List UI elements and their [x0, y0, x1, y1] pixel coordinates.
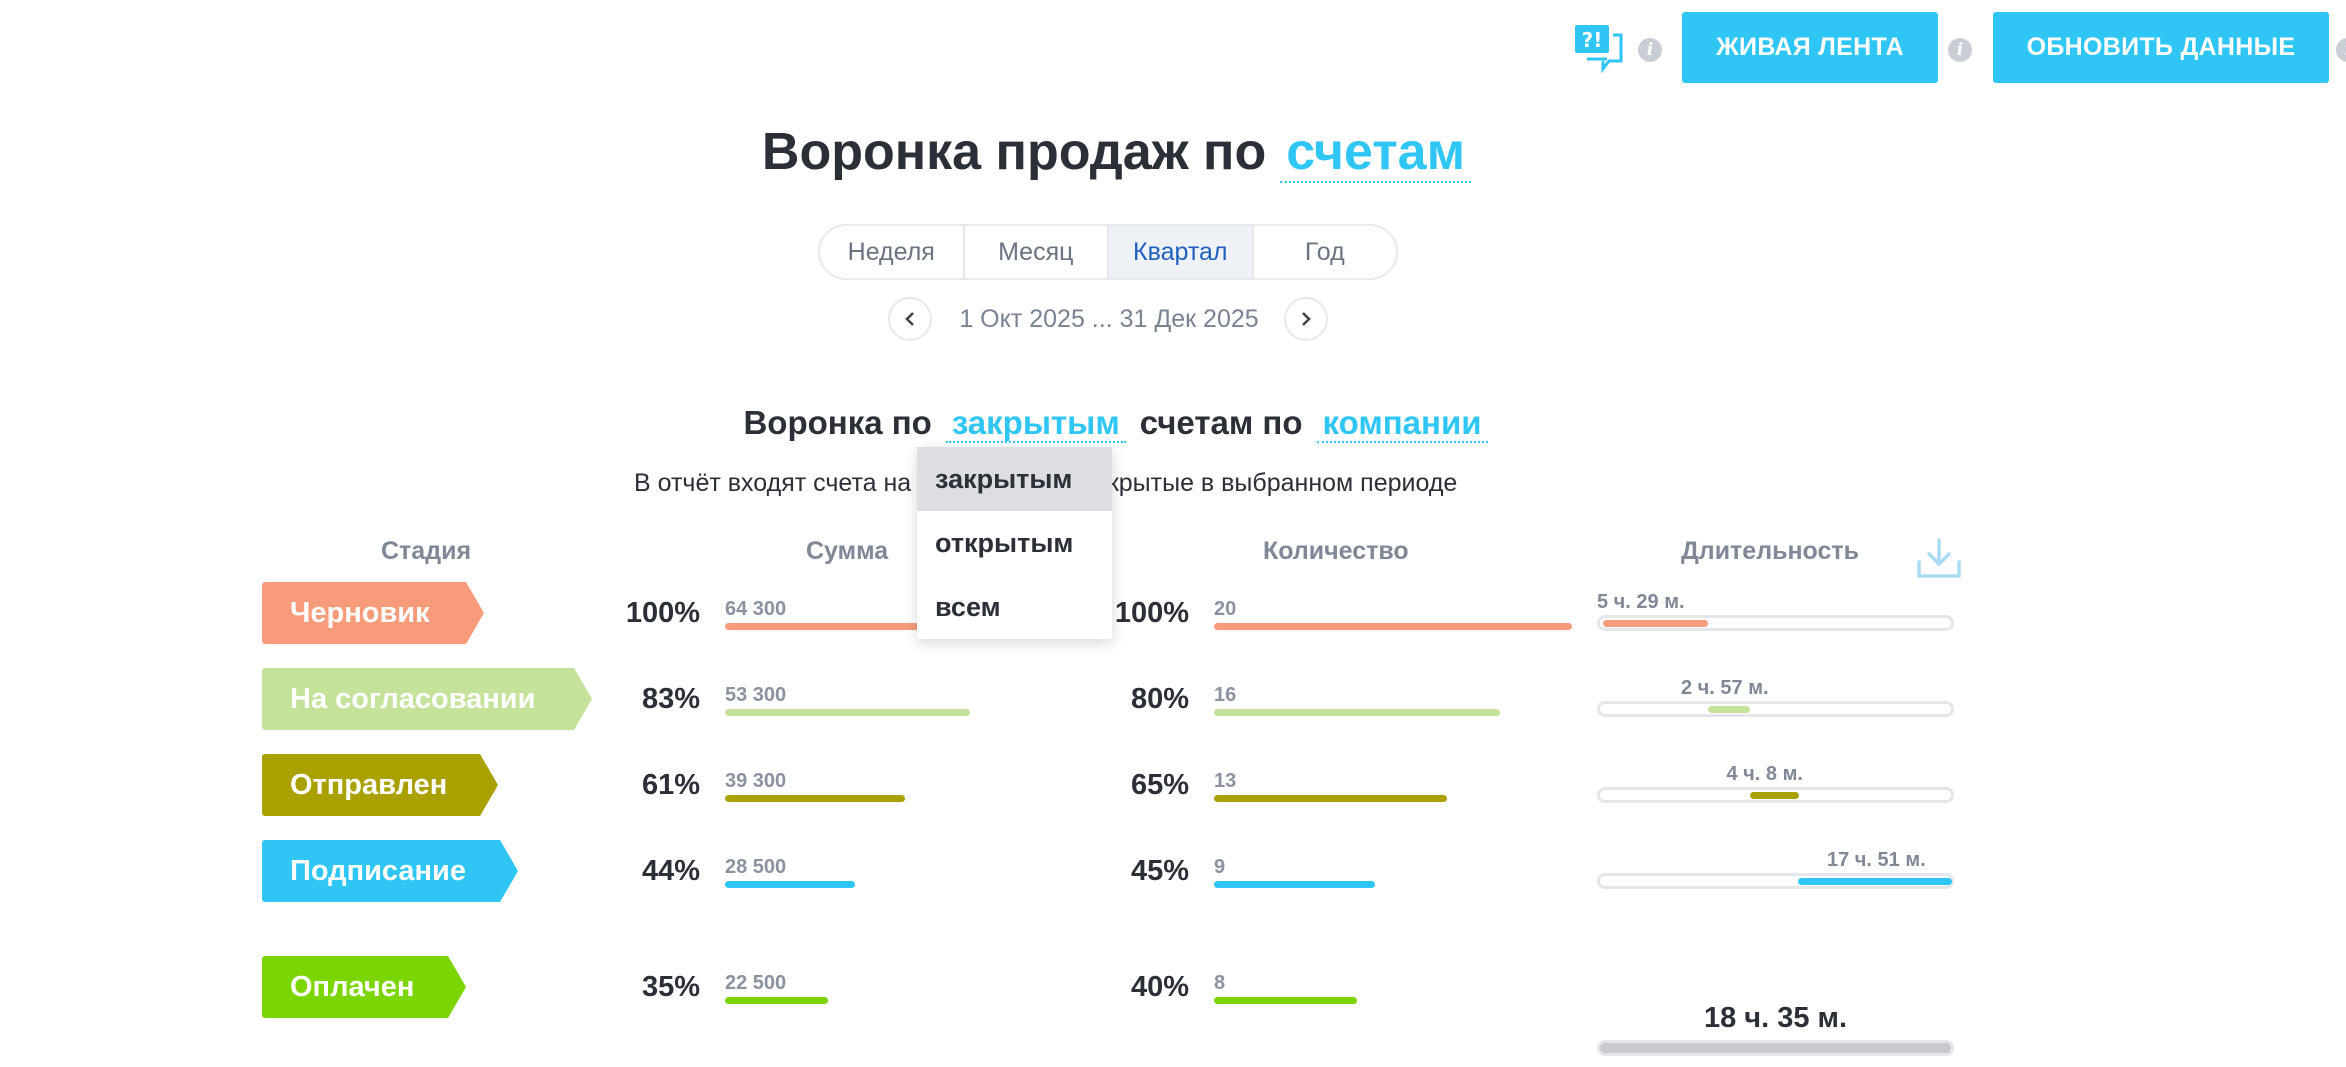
- info-icon[interactable]: i: [1948, 38, 1972, 62]
- duration-track: [1597, 873, 1954, 889]
- count-bar: [1214, 997, 1357, 1004]
- info-icon[interactable]: i: [1638, 38, 1662, 62]
- sum-percent: 83%: [641, 683, 700, 715]
- count-bar: [1214, 795, 1447, 802]
- scope-selector[interactable]: компании: [1316, 404, 1488, 444]
- count-bar: [1214, 709, 1500, 716]
- count-bar: [1214, 881, 1375, 888]
- sum-bar: [725, 795, 905, 802]
- count-percent: 40%: [1130, 971, 1189, 1003]
- sum-value: 53 300: [725, 684, 787, 706]
- sum-bar: [725, 881, 855, 888]
- sum-percent: 44%: [641, 855, 700, 887]
- refresh-data-button[interactable]: ОБНОВИТЬ ДАННЫЕ: [1993, 12, 2329, 83]
- live-feed-button[interactable]: ЖИВАЯ ЛЕНТА: [1682, 12, 1938, 83]
- sum-value: 28 500: [725, 856, 787, 878]
- stage-label[interactable]: Черновик: [262, 582, 484, 644]
- count-percent: 45%: [1130, 855, 1189, 887]
- sum-bar: [725, 709, 970, 716]
- column-header-stage: Стадия: [381, 537, 472, 565]
- sum-percent: 100%: [625, 597, 700, 629]
- stage-label[interactable]: На согласовании: [262, 668, 592, 730]
- period-tabs: Неделя Месяц Квартал Год: [818, 224, 1398, 280]
- count-bar: [1214, 623, 1572, 630]
- tab-year[interactable]: Год: [1304, 237, 1345, 266]
- sum-bar: [725, 623, 993, 630]
- duration-bar: [1708, 706, 1750, 713]
- funnel-subtitle: Воронка по закрытым счетам по компании: [0, 404, 2233, 444]
- duration-track: [1597, 701, 1954, 717]
- dropdown-option-all[interactable]: всем: [935, 591, 1001, 622]
- status-selector[interactable]: закрытым: [945, 404, 1126, 444]
- tab-month[interactable]: Месяц: [965, 226, 1109, 278]
- count-value: 16: [1214, 684, 1237, 706]
- date-range: 1 Окт 2025 ... 31 Дек 2025: [959, 305, 1259, 333]
- download-icon[interactable]: [1915, 536, 1963, 580]
- total-duration-bar: [1597, 1040, 1954, 1056]
- sum-value: 22 500: [725, 972, 787, 994]
- count-percent: 65%: [1130, 769, 1189, 801]
- count-percent: 80%: [1130, 683, 1189, 715]
- chevron-right-icon[interactable]: [1284, 297, 1328, 341]
- info-icon[interactable]: i: [2336, 38, 2346, 62]
- total-duration: 18 ч. 35 м.: [1703, 1002, 1848, 1034]
- dropdown-option-open[interactable]: открытым: [935, 527, 1074, 558]
- sum-percent: 61%: [641, 769, 700, 801]
- tab-quarter[interactable]: Квартал: [1109, 226, 1254, 278]
- sum-bar: [725, 997, 828, 1004]
- count-value: 20: [1214, 598, 1237, 620]
- sum-value: 64 300: [725, 598, 787, 620]
- entity-selector[interactable]: счетам: [1280, 123, 1472, 184]
- sum-percent: 35%: [641, 971, 700, 1003]
- duration-bar: [1603, 620, 1708, 627]
- duration-value: 4 ч. 8 м.: [1726, 763, 1803, 785]
- chevron-left-icon[interactable]: [888, 297, 932, 341]
- tab-week[interactable]: Неделя: [820, 226, 965, 278]
- duration-value: 17 ч. 51 м.: [1827, 849, 1926, 871]
- status-dropdown: закрытым открытым всем: [917, 447, 1112, 639]
- feedback-chat-icon[interactable]: ?!: [1573, 23, 1625, 73]
- duration-bar: [1750, 792, 1799, 799]
- duration-track: [1597, 615, 1954, 631]
- column-header-duration: Длительность: [1681, 537, 1860, 565]
- stage-label[interactable]: Подписание: [262, 840, 518, 902]
- duration-track: [1597, 787, 1954, 803]
- dropdown-option-closed[interactable]: закрытым: [917, 447, 1112, 511]
- duration-value: 5 ч. 29 м.: [1597, 591, 1685, 613]
- count-value: 8: [1214, 972, 1226, 994]
- duration-value: 2 ч. 57 м.: [1681, 677, 1769, 699]
- count-percent: 100%: [1114, 597, 1189, 629]
- title-prefix: Воронка продаж по: [761, 123, 1267, 181]
- page-title: Воронка продаж по счетам: [0, 122, 2233, 184]
- funnel-label-prefix: Воронка по: [743, 404, 932, 441]
- stage-label[interactable]: Отправлен: [262, 754, 498, 816]
- count-value: 9: [1214, 856, 1226, 878]
- funnel-label-middle: счетам по: [1139, 404, 1303, 441]
- column-header-sum: Сумма: [806, 537, 889, 565]
- svg-text:?!: ?!: [1582, 28, 1603, 52]
- count-value: 13: [1214, 770, 1237, 792]
- stage-label[interactable]: Оплачен: [262, 956, 466, 1018]
- duration-bar: [1798, 878, 1952, 885]
- column-header-count: Количество: [1263, 537, 1409, 565]
- sum-value: 39 300: [725, 770, 787, 792]
